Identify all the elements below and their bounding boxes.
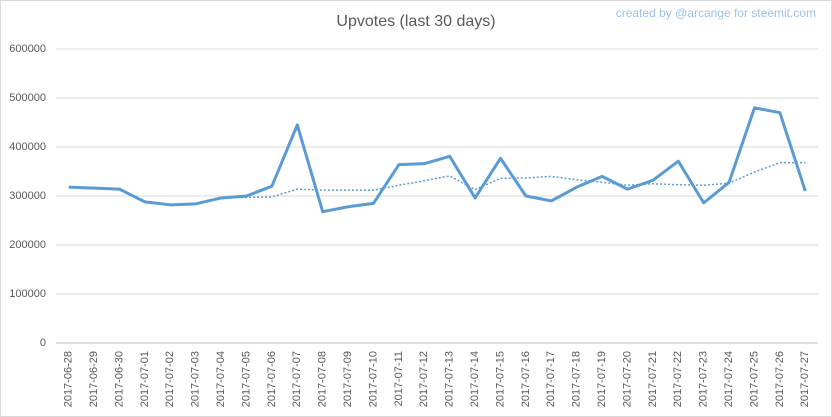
x-tick-label: 2017-07-09 (342, 351, 354, 407)
x-tick-label: 2017-07-05 (240, 351, 252, 407)
data-line (68, 106, 807, 214)
y-tick-label: 500000 (9, 92, 46, 104)
x-tick-label: 2017-07-22 (672, 351, 684, 407)
x-tick-label: 2017-07-08 (317, 351, 329, 407)
x-tick-label: 2017-07-01 (139, 351, 151, 407)
x-tick-label: 2017-07-02 (164, 351, 176, 407)
x-tick-label: 2017-06-30 (113, 351, 125, 407)
x-tick-label: 2017-07-06 (266, 351, 278, 407)
x-tick-label: 2017-07-27 (799, 351, 811, 407)
x-tick-label: 2017-07-11 (393, 351, 405, 406)
x-tick-label: 2017-07-15 (494, 351, 506, 407)
x-tick-label: 2017-07-23 (698, 351, 710, 407)
y-tick-label: 600000 (9, 43, 46, 55)
credit: created by @arcange for steemit.com (616, 6, 816, 20)
y-tick-label: 200000 (9, 239, 46, 251)
x-tick-label: 2017-07-21 (647, 351, 659, 407)
x-tick-label: 2017-07-19 (596, 351, 608, 407)
x-tick-label: 2017-06-29 (88, 351, 100, 407)
y-tick-label: 300000 (9, 190, 46, 202)
x-tick-label: 2017-07-03 (190, 351, 202, 407)
x-tick-label: 2017-07-12 (418, 351, 430, 407)
x-tick-label: 2017-06-28 (63, 351, 75, 407)
x-tick-label: 2017-07-18 (571, 351, 583, 407)
x-tick-label: 2017-07-13 (444, 351, 456, 407)
x-tick-label: 2017-07-20 (621, 351, 633, 407)
x-tick-label: 2017-07-24 (723, 351, 735, 407)
x-tick-label: 2017-07-26 (774, 351, 786, 407)
x-tick-label: 2017-07-10 (367, 351, 379, 407)
x-tick-label: 2017-07-25 (748, 351, 760, 407)
x-tick-label: 2017-07-07 (291, 351, 303, 407)
x-tick-label: 2017-07-16 (520, 351, 532, 407)
y-tick-label: 0 (40, 337, 46, 349)
y-tick-label: 400000 (9, 141, 46, 153)
x-tick-label: 2017-07-14 (469, 351, 481, 407)
y-tick-label: 100000 (9, 288, 46, 300)
x-tick-label: 2017-07-17 (545, 351, 557, 407)
trend-line (221, 161, 806, 199)
chart-title: Upvotes (last 30 days) (336, 13, 495, 30)
x-tick-label: 2017-07-04 (215, 351, 227, 407)
